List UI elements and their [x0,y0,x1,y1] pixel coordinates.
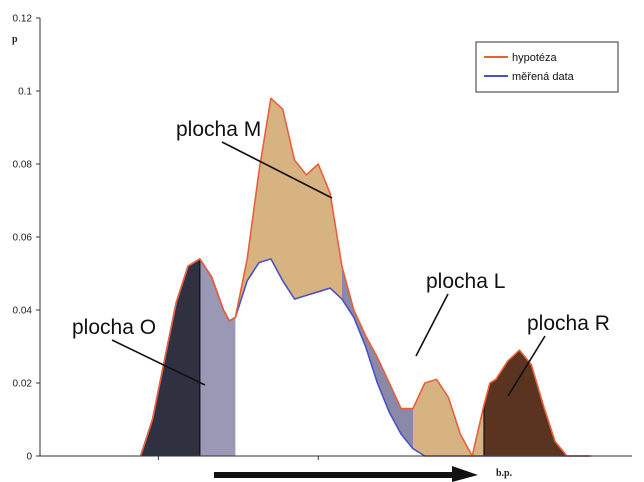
y-tick-label: 0.06 [13,233,33,244]
region-labels: plocha O plocha M plocha L plocha R [72,118,610,397]
region-fill [199,258,236,456]
region-label: plocha M [176,118,261,141]
y-tick-label: 0 [26,452,32,463]
arrow-shaft [214,472,458,478]
region-fill [341,266,413,449]
region-label: plocha L [426,270,505,293]
region-fill [484,350,567,456]
x-axis-label: b.p. [496,468,513,479]
legend: hypotéza měřená data [475,41,619,93]
region-label: plocha R [527,312,610,335]
leader-line [111,339,206,386]
y-tick-label: 0.08 [13,160,33,171]
y-tick-label: 0.04 [13,306,33,317]
direction-arrow [214,466,478,482]
leader-line [221,141,333,199]
legend-label-hypoteza: hypotéza [512,52,558,64]
legend-box [475,41,619,93]
leader-line [415,293,449,357]
axes: 0 0.02 0.04 0.06 0.08 0.1 0.12 [13,14,632,463]
leader-line [507,335,546,397]
y-axis-label: p [12,34,18,45]
y-tick-label: 0.02 [13,379,33,390]
legend-label-merena-data: měřená data [512,71,575,83]
y-tick-label: 0.1 [18,87,32,98]
series-line [139,97,591,457]
region-label: plocha O [72,316,156,339]
region-fill [413,379,484,456]
y-tick-label: 0.12 [13,14,33,25]
arrow-head [452,466,478,482]
